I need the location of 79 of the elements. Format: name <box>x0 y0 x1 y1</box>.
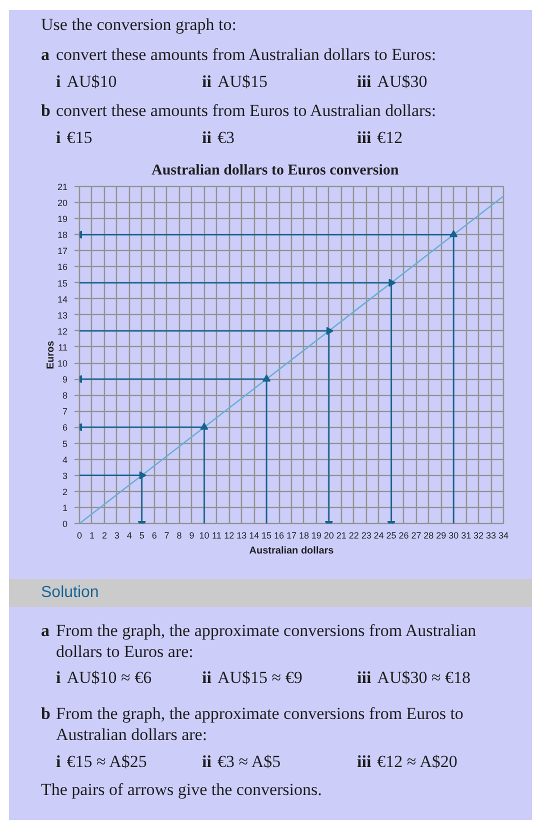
x-tick-label: 29 <box>436 530 446 540</box>
text: The pairs of arrows give the conversions. <box>41 779 323 800</box>
x-tick-label: 32 <box>474 530 484 540</box>
x-tick-label: 30 <box>448 530 459 540</box>
y-axis-title: Euros <box>45 340 56 370</box>
text: a From the graph, the approximate conversions from Australian dollars to Euros are: <box>41 620 478 662</box>
y-tick-label: 0 <box>62 519 68 529</box>
x-tick-label: 24 <box>374 530 384 540</box>
y-tick-label: 7 <box>62 406 68 417</box>
x-tick-label: 26 <box>398 530 409 540</box>
text: i AU$10 <box>56 71 117 92</box>
y-tick-label: 21 <box>57 182 68 192</box>
x-tick-label: 19 <box>311 530 322 540</box>
text: ii AU$15 <box>202 71 268 92</box>
x-tick-label: 11 <box>212 530 222 540</box>
y-tick-label: 1 <box>62 502 68 513</box>
y-tick-label: 8 <box>62 390 68 401</box>
x-tick-label: 1 <box>89 530 94 540</box>
x-axis-title: Australian dollars <box>249 546 334 556</box>
y-tick-label: 17 <box>57 246 68 256</box>
x-tick-label: 33 <box>486 530 496 540</box>
y-tick-label: 11 <box>58 342 68 352</box>
x-tick-label: 27 <box>411 530 422 540</box>
y-tick-label: 4 <box>62 454 68 465</box>
y-tick-label: 16 <box>57 262 68 272</box>
text: Solution <box>41 583 99 603</box>
y-tick-label: 14 <box>57 294 68 304</box>
text: a convert these amounts from Australian dollars to Euros: <box>41 44 438 65</box>
y-tick-label: 5 <box>62 438 68 449</box>
x-tick-label: 28 <box>424 530 434 540</box>
text: iii €12 <box>357 127 403 148</box>
text: i AU$10 ≈ €6 <box>56 667 152 688</box>
x-tick-label: 0 <box>76 530 82 540</box>
text: iii €12 ≈ A$20 <box>357 751 458 772</box>
x-tick-label: 13 <box>236 530 247 540</box>
x-tick-label: 23 <box>361 530 372 540</box>
x-tick-label: 8 <box>176 530 182 540</box>
text: iii AU$30 <box>357 71 428 92</box>
x-tick-label: 3 <box>114 530 120 540</box>
text: Use the conversion graph to: <box>41 14 238 35</box>
x-tick-label: 31 <box>461 530 472 540</box>
x-tick-label: 15 <box>262 530 272 540</box>
x-tick-label: 12 <box>224 530 234 540</box>
x-tick-label: 21 <box>336 530 346 540</box>
y-tick-label: 15 <box>57 278 68 288</box>
text: ii AU$15 ≈ €9 <box>202 667 302 688</box>
y-tick-label: 13 <box>57 310 68 320</box>
y-tick-label: 12 <box>57 326 68 336</box>
x-tick-label: 20 <box>324 530 334 540</box>
x-tick-label: 22 <box>348 530 359 540</box>
text: ii €3 <box>202 127 234 148</box>
y-tick-label: 18 <box>57 230 68 240</box>
x-tick-label: 9 <box>189 530 194 540</box>
y-tick-label: 20 <box>57 198 68 208</box>
x-tick-label: 34 <box>498 530 509 540</box>
y-tick-label: 19 <box>57 214 68 224</box>
y-tick-label: 9 <box>62 374 68 385</box>
y-tick-label: 10 <box>57 358 68 369</box>
x-tick-label: 25 <box>386 530 396 540</box>
x-tick-label: 18 <box>298 530 309 540</box>
x-tick-label: 14 <box>249 530 260 540</box>
x-tick-label: 5 <box>139 530 144 540</box>
text: i €15 ≈ A$25 <box>56 751 147 772</box>
text: b From the graph, the approximate conversions from Euros to Australian dollars are: <box>41 703 464 745</box>
chart-title: Australian dollars to Euros conversion <box>152 162 400 178</box>
y-tick-label: 6 <box>62 422 68 433</box>
x-tick-label: 16 <box>274 530 284 540</box>
x-tick-label: 7 <box>164 530 170 540</box>
x-tick-label: 10 <box>199 530 210 540</box>
text: b convert these amounts from Euros to Australian dollars: <box>41 100 438 121</box>
y-tick-label: 3 <box>62 470 68 481</box>
text: i €15 <box>56 127 92 148</box>
x-tick-label: 2 <box>102 530 107 540</box>
x-tick-label: 6 <box>152 530 157 540</box>
text: iii AU$30 ≈ €18 <box>357 667 471 688</box>
text: ii €3 ≈ A$5 <box>202 751 281 772</box>
y-tick-label: 2 <box>62 486 68 497</box>
x-tick-label: 4 <box>126 530 132 540</box>
x-tick-label: 17 <box>286 530 297 540</box>
